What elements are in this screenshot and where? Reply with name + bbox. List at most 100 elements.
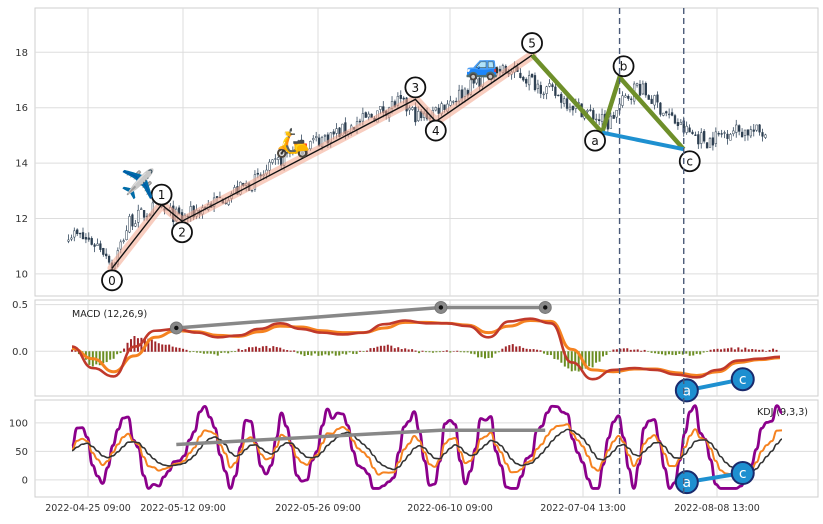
macd-histogram-bar: [709, 349, 712, 352]
candle-body: [653, 95, 656, 106]
macd-histogram-bar: [317, 351, 320, 356]
candle: [140, 207, 143, 210]
macd-histogram-bar: [740, 349, 743, 352]
kdj-top-divergence-line: [176, 428, 546, 447]
candle: [764, 133, 767, 140]
candle-body: [137, 209, 140, 223]
macd-histogram-bar: [348, 351, 351, 353]
candle-body: [600, 114, 604, 122]
candle-body: [131, 214, 134, 227]
candle: [122, 238, 125, 244]
candle-body: [627, 95, 630, 99]
candle: [142, 210, 146, 222]
macd-histogram-bar: [772, 348, 775, 352]
macd-histogram-bar: [699, 351, 702, 355]
macd-histogram-bar: [300, 351, 303, 355]
candle: [519, 68, 522, 79]
macd-histogram-bar: [473, 351, 476, 355]
candle: [539, 81, 542, 99]
wave-label-b: b: [612, 55, 635, 78]
candle-body: [746, 129, 750, 136]
candle: [487, 64, 490, 81]
candle: [694, 131, 697, 137]
candle-body: [717, 133, 720, 135]
candle: [761, 128, 764, 142]
candle-body: [685, 125, 688, 133]
candle-body: [437, 107, 440, 114]
candle: [703, 129, 706, 144]
candle-body: [630, 98, 633, 100]
candle: [656, 91, 659, 108]
wave-label-text: c: [686, 155, 693, 169]
candle: [78, 232, 82, 239]
macd-histogram-bar: [515, 346, 518, 352]
candle: [96, 238, 99, 247]
candle-body: [551, 84, 554, 88]
wave-label-text: 1: [158, 188, 166, 202]
wave-label-circle: [521, 32, 543, 54]
candle-body: [417, 111, 420, 121]
candle-body: [134, 223, 137, 227]
kdj-divergence-label: c: [739, 466, 747, 482]
candle-body: [609, 115, 612, 129]
candle-body: [545, 86, 548, 94]
candle: [323, 133, 327, 142]
candle: [679, 119, 682, 125]
candle-body: [568, 106, 572, 111]
candle: [609, 112, 612, 129]
candle-body: [650, 98, 653, 104]
macd-histogram-bar: [71, 349, 73, 352]
macd-histogram-bar: [723, 348, 726, 352]
candle-body: [119, 241, 122, 250]
kdj-y-tick-label: 50: [15, 447, 28, 458]
macd-histogram-bar: [102, 351, 105, 364]
wave-label-0: 0: [101, 269, 123, 292]
macd-histogram-bar: [237, 348, 240, 352]
macd-histogram-bar: [438, 351, 441, 353]
macd-histogram-bar: [109, 351, 112, 360]
macd-divergence-label: c: [739, 372, 747, 388]
macd-histogram-bar: [605, 351, 608, 355]
macd-histogram-bar: [692, 351, 695, 356]
candle: [612, 111, 615, 119]
macd-histogram-bar: [650, 351, 653, 353]
macd-histogram-bar: [508, 345, 511, 352]
candle-body: [414, 107, 417, 123]
candle: [285, 150, 289, 158]
price-y-tick-label: 12: [15, 214, 28, 225]
x-tick-label: 2022-07-04 13:00: [540, 503, 626, 514]
candle: [723, 130, 726, 139]
wave-label-circle: [424, 119, 447, 142]
macd-histogram-bar: [241, 350, 244, 352]
kdj-y-tick-label: 0: [22, 475, 28, 486]
candle-body: [638, 83, 642, 96]
macd-histogram-bar: [431, 351, 434, 353]
candle: [271, 159, 274, 165]
macd-histogram-bar: [352, 351, 355, 354]
candle: [288, 151, 292, 158]
macd-histogram-bar: [234, 351, 237, 353]
macd-histogram-bar: [168, 344, 171, 352]
candle-body: [571, 105, 575, 111]
macd-histogram-bar: [379, 345, 382, 352]
macd-histogram-bar: [366, 350, 368, 352]
candle-body: [271, 159, 274, 163]
candle-body: [277, 157, 280, 160]
candle: [551, 82, 554, 92]
wave-label-5: 5: [521, 32, 543, 54]
macd-histogram-bar: [272, 346, 275, 352]
macd-histogram-bar: [386, 344, 389, 352]
candle-body: [484, 67, 487, 74]
macd-histogram-bar: [74, 350, 77, 352]
macd-histogram-bar: [445, 350, 448, 352]
macd-histogram-bar: [636, 349, 639, 352]
candle: [755, 124, 758, 132]
candle-body: [565, 98, 569, 109]
candle-body: [560, 93, 563, 103]
candle-body: [694, 134, 697, 136]
candle-body: [81, 232, 85, 239]
wave-label-text: 5: [528, 37, 536, 51]
macd-histogram-bar: [497, 351, 500, 353]
macd-histogram-bar: [338, 351, 341, 356]
